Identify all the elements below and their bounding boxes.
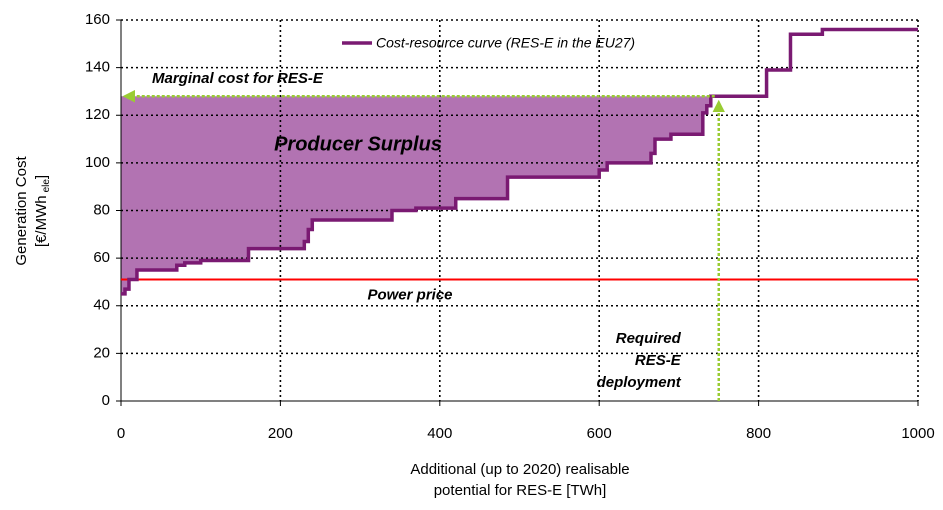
y-tick-label: 20 — [93, 344, 110, 361]
y-axis-label-group: Generation Cost [€/MWh ele] — [13, 156, 52, 266]
required-deployment-label: Required — [616, 330, 682, 347]
y-tick-label: 160 — [85, 11, 110, 28]
y-axis-label-part: [€/MWh — [33, 195, 50, 247]
x-axis-label: Additional (up to 2020) realisable — [410, 461, 629, 478]
x-tick-label: 200 — [268, 425, 293, 442]
power-price-label: Power price — [367, 287, 452, 304]
surplus-label: Producer Surplus — [274, 133, 442, 155]
y-axis-label-sub: ele — [41, 179, 52, 193]
y-tick-label: 80 — [93, 201, 110, 218]
y-tick-label: 60 — [93, 249, 110, 266]
y-tick-label: 120 — [85, 106, 110, 123]
y-tick-label: 140 — [85, 59, 110, 76]
legend-label: Cost-resource curve (RES-E in the EU27) — [376, 35, 635, 51]
x-axis-label: potential for RES-E [TWh] — [434, 482, 607, 499]
required-deployment-label: RES-E — [635, 352, 682, 369]
required-deployment-label: deployment — [597, 374, 682, 391]
x-tick-label: 600 — [587, 425, 612, 442]
y-axis-label: Generation Cost — [13, 156, 30, 266]
x-tick-label: 800 — [746, 425, 771, 442]
y-tick-label: 100 — [85, 154, 110, 171]
y-tick-label: 0 — [102, 392, 110, 409]
cost-curve — [121, 27, 918, 296]
y-axis-label-part: ] — [33, 175, 50, 179]
producer-surplus-area — [121, 96, 711, 294]
y-axis-label: [€/MWh ele] — [33, 175, 52, 247]
x-tick-label: 400 — [427, 425, 452, 442]
y-tick-label: 40 — [93, 297, 110, 314]
x-tick-label: 1000 — [901, 425, 934, 442]
marginal-cost-label: Marginal cost for RES-E — [152, 70, 324, 87]
x-tick-label: 0 — [117, 425, 125, 442]
